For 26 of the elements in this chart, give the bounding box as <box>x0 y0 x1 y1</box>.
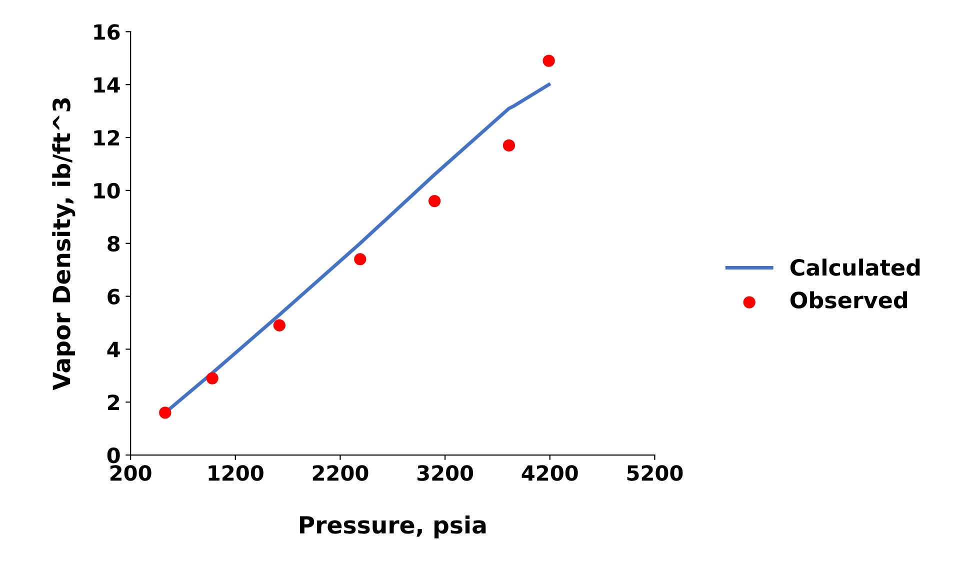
x-tick-label: 3200 <box>417 465 474 481</box>
x-axis-title: Pressure, psia <box>300 515 486 538</box>
y-tick-label: 12 <box>94 130 120 146</box>
legend-label: Observed <box>790 291 908 308</box>
x-tick-label: 4200 <box>522 465 578 481</box>
point <box>428 194 441 208</box>
x-tick-label: 200 <box>110 465 152 481</box>
point <box>206 372 218 384</box>
y-tick-label: 4 <box>107 342 120 358</box>
x-tick-label: 2200 <box>312 465 368 481</box>
y-tick-label: 10 <box>94 182 120 199</box>
y-tick-label: 0 <box>107 447 120 464</box>
y-tick-label: 8 <box>108 236 120 252</box>
point <box>354 253 366 266</box>
point <box>542 54 555 67</box>
y-tick-label: 16 <box>94 24 120 40</box>
y-tick-label: 14 <box>94 77 120 93</box>
point <box>502 139 516 152</box>
x-tick-label: 5200 <box>627 465 683 481</box>
x-tick-label: 1200 <box>208 465 264 481</box>
y-tick-label: 6 <box>108 288 120 304</box>
y-axis-title: Vapor Density, ib/ft^3 <box>52 98 76 390</box>
point <box>273 319 286 332</box>
legend-label: Calculated <box>790 258 920 276</box>
point <box>159 406 172 419</box>
y-tick-label: 2 <box>108 394 120 410</box>
